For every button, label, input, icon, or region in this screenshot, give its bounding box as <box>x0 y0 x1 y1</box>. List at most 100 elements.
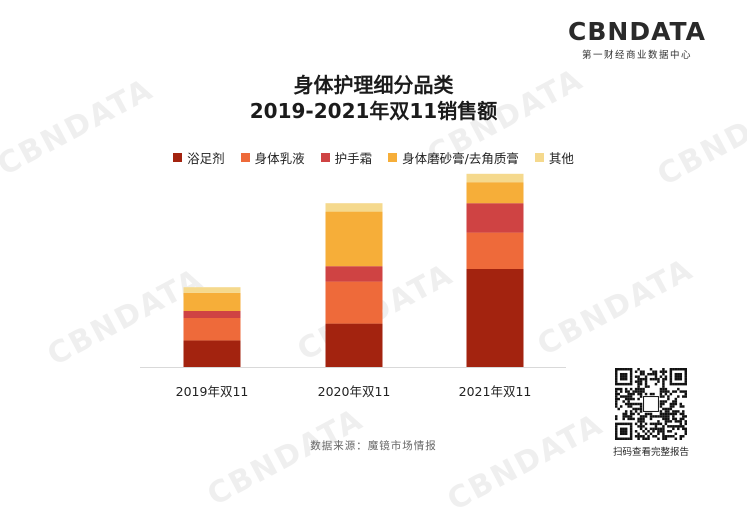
qr-module <box>639 427 643 431</box>
qr-module <box>639 417 643 421</box>
qr-module <box>672 390 675 393</box>
qr-module <box>624 432 628 436</box>
qr-module <box>654 377 658 381</box>
qr-module <box>629 377 633 381</box>
qr-module <box>637 382 640 386</box>
qr-module <box>615 402 618 406</box>
qr-module <box>615 377 618 381</box>
qr-module <box>644 382 648 386</box>
qr-module <box>644 427 648 431</box>
qr-module <box>682 435 685 438</box>
qr-center-logo <box>643 396 659 412</box>
qr-module <box>652 427 655 431</box>
qr-module <box>674 410 678 413</box>
qr-module <box>669 382 673 386</box>
qr-module <box>679 435 683 438</box>
bar-segment <box>466 182 524 204</box>
qr-module <box>637 407 640 411</box>
qr-module <box>654 375 658 378</box>
qr-module <box>679 375 683 378</box>
qr-module <box>672 410 675 413</box>
qr-module <box>684 430 687 433</box>
qr-module <box>649 427 653 431</box>
qr-module <box>639 370 643 373</box>
qr-module <box>667 430 670 433</box>
qr-module <box>654 422 658 426</box>
qr-module <box>615 390 618 393</box>
qr-module <box>644 415 648 418</box>
logo-text: CBNDATA <box>568 17 706 46</box>
qr-module <box>622 437 625 440</box>
qr-module <box>662 387 665 391</box>
qr-module <box>649 392 653 396</box>
qr-module <box>644 432 648 436</box>
qr-code-icon[interactable] <box>615 368 687 440</box>
qr-module <box>684 370 687 373</box>
qr-module <box>622 430 625 433</box>
qr-module <box>662 415 665 418</box>
qr-module <box>667 425 670 428</box>
qr-module <box>662 402 665 406</box>
chart-title: 身体护理细分品类 <box>293 73 454 97</box>
qr-module <box>627 392 630 396</box>
qr-module <box>622 422 625 426</box>
qr-module <box>677 410 680 413</box>
qr-module <box>637 387 640 391</box>
qr-module <box>629 430 633 433</box>
qr-module <box>684 422 687 426</box>
qr-module <box>667 390 670 393</box>
qr-module <box>659 430 663 433</box>
qr-module <box>682 368 685 371</box>
qr-module <box>674 372 678 376</box>
legend-item: 其他 <box>534 148 574 167</box>
qr-module <box>624 377 628 381</box>
qr-module <box>644 412 648 416</box>
qr-module <box>674 390 678 393</box>
qr-module <box>669 372 673 376</box>
qr-module <box>664 387 668 391</box>
qr-module <box>664 370 668 373</box>
qr-module <box>637 392 640 396</box>
qr-module <box>684 395 687 398</box>
qr-module <box>682 390 685 393</box>
qr-module <box>629 417 633 421</box>
qr-module <box>642 420 645 423</box>
qr-module <box>627 402 630 406</box>
qr-module <box>669 405 673 408</box>
qr-module <box>649 417 653 421</box>
bar-segment <box>325 266 383 282</box>
qr-module <box>637 377 640 381</box>
qr-module <box>662 430 665 433</box>
qr-module <box>634 422 638 426</box>
qr-module <box>652 435 655 438</box>
qr-module <box>617 407 620 411</box>
qr-module <box>627 368 630 371</box>
qr-module <box>664 375 668 378</box>
qr-module <box>622 400 625 403</box>
qr-module <box>662 385 665 388</box>
qr-module <box>659 370 663 373</box>
bar-segment <box>325 211 383 267</box>
qr-module <box>627 415 630 418</box>
qr-module <box>629 412 633 416</box>
qr-module <box>642 387 645 391</box>
qr-module <box>674 375 678 378</box>
qr-module <box>654 435 658 438</box>
qr-module <box>684 427 687 431</box>
qr-module <box>634 370 638 373</box>
qr-module <box>657 415 660 418</box>
qr-module <box>647 385 650 388</box>
qr-module <box>652 430 655 433</box>
stacked-bar-chart: 2019年双11 2020年双11 2021年双11 <box>140 173 566 399</box>
qr-module <box>622 375 625 378</box>
qr-module <box>674 417 678 421</box>
qr-module <box>662 395 665 398</box>
qr-module <box>629 410 633 413</box>
qr-module <box>634 435 638 438</box>
qr-module <box>667 420 670 423</box>
qr-module <box>615 382 618 386</box>
qr-module <box>677 377 680 381</box>
qr-module <box>657 430 660 433</box>
qr-module <box>674 432 678 436</box>
legend-item: 护手霜 <box>320 148 372 167</box>
